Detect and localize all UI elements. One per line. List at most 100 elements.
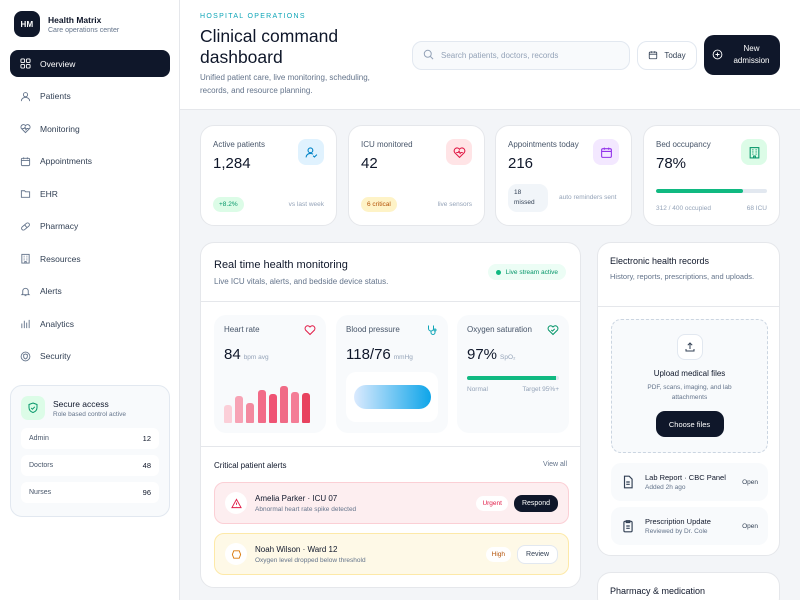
- vital-label: Heart rate: [224, 325, 260, 334]
- sidebar-item-overview[interactable]: Overview: [10, 50, 170, 77]
- heart-check-icon: [547, 325, 559, 336]
- oxygen-right-label: Target 95%+: [522, 386, 559, 393]
- vital-card-blood-pressure[interactable]: Blood pressure 118/76 mmHg: [336, 315, 448, 433]
- role-row-admin[interactable]: Admin 12: [21, 428, 159, 449]
- stat-card-appointments[interactable]: Appointments today 216 18 missed auto re…: [495, 125, 632, 226]
- sidebar-item-label: Patients: [40, 91, 71, 101]
- open-record-link[interactable]: Open: [742, 478, 758, 486]
- role-name: Doctors: [29, 462, 54, 469]
- role-count: 12: [142, 434, 151, 443]
- alert-row-urgent[interactable]: Amelia Parker · ICU 07 Abnormal heart ra…: [214, 482, 569, 524]
- shield-check-icon: [21, 396, 45, 420]
- sidebar-item-alerts[interactable]: Alerts: [10, 278, 170, 305]
- sidebar-item-label: EHR: [40, 188, 58, 199]
- vital-value: 84: [224, 346, 241, 363]
- role-row-doctors[interactable]: Doctors 48: [21, 455, 159, 476]
- stat-note: auto reminders sent: [559, 194, 617, 201]
- pharmacy-title: Pharmacy & medication: [610, 586, 706, 596]
- vital-label: Oxygen saturation: [467, 325, 532, 334]
- severity-badge: High: [485, 546, 512, 562]
- heart-rate-bar: [268, 394, 277, 423]
- record-name: Lab Report · CBC Panel: [645, 473, 726, 482]
- sidebar-item-label: Overview: [40, 58, 76, 69]
- role-name: Admin: [29, 435, 49, 442]
- ehr-title: Electronic health records: [610, 256, 710, 266]
- stat-value: 42: [361, 155, 378, 172]
- shield-icon: [20, 351, 31, 362]
- search-bar[interactable]: [412, 41, 630, 70]
- view-all-link[interactable]: View all: [543, 461, 567, 468]
- sidebar-item-label: Appointments: [40, 156, 92, 166]
- alert-description: Oxygen level dropped below threshold: [255, 556, 366, 564]
- open-record-link[interactable]: Open: [742, 522, 758, 530]
- stat-pill: 18 missed: [508, 184, 548, 212]
- sidebar: HM Health Matrix Care operations center …: [0, 0, 180, 600]
- role-name: Nurses: [29, 489, 52, 496]
- bar-chart-icon: [20, 318, 31, 329]
- heart-rate-bar: [246, 403, 255, 423]
- live-dot-icon: [495, 269, 501, 275]
- plus-circle-icon: [712, 49, 723, 62]
- heart-rate-bar: [224, 405, 232, 423]
- pharmacy-panel: Pharmacy & medication: [597, 572, 780, 600]
- sidebar-item-ehr[interactable]: EHR: [10, 180, 170, 207]
- stat-note-left: 312 / 400 occupied: [656, 205, 711, 212]
- today-button[interactable]: Today: [637, 41, 697, 70]
- role-count: 48: [142, 461, 151, 470]
- alerts-title: Critical patient alerts: [214, 461, 287, 470]
- record-item[interactable]: Prescription Update Reviewed by Dr. Cole…: [611, 507, 768, 545]
- pill-icon: [20, 221, 31, 232]
- secure-access-subtitle: Role based control active: [53, 410, 126, 418]
- heart-rate-bar: [257, 390, 266, 423]
- calendar-icon: [648, 50, 658, 62]
- new-admission-label: New admission: [733, 44, 770, 65]
- sidebar-item-resources[interactable]: Resources: [10, 245, 170, 272]
- stat-note: 68 ICU: [746, 205, 767, 212]
- brand-logo: HM: [14, 11, 40, 37]
- sidebar-item-pharmacy[interactable]: Pharmacy: [10, 213, 170, 240]
- stat-note: vs last week: [288, 201, 324, 208]
- user-check-icon: [298, 139, 324, 165]
- secure-access-title: Secure access: [53, 398, 109, 409]
- live-label: Live stream active: [505, 268, 558, 276]
- stat-card-icu-monitored[interactable]: ICU monitored 42 6 critical live sensors: [348, 125, 485, 226]
- role-row-nurses[interactable]: Nurses 96: [21, 482, 159, 503]
- search-icon: [423, 47, 434, 65]
- stat-label: Appointments today: [508, 140, 579, 149]
- stat-label: ICU monitored: [361, 140, 413, 149]
- record-item[interactable]: Lab Report · CBC Panel Added 2h ago Open: [611, 463, 768, 501]
- heart-rate-bar: [235, 395, 244, 423]
- page-description: Unified patient care, live monitoring, s…: [200, 73, 370, 95]
- sidebar-item-monitoring[interactable]: Monitoring: [10, 115, 170, 142]
- stat-note: live sensors: [437, 201, 472, 208]
- calendar-icon: [593, 139, 619, 165]
- search-input[interactable]: [441, 51, 621, 60]
- respond-button[interactable]: Respond: [513, 494, 558, 512]
- sidebar-item-appointments[interactable]: Appointments: [10, 148, 170, 175]
- alert-row-high[interactable]: Noah Wilson · Ward 12 Oxygen level dropp…: [214, 533, 569, 575]
- stat-value: 78%: [656, 155, 687, 172]
- new-admission-button[interactable]: New admission: [704, 35, 780, 75]
- ehr-panel: Electronic health records History, repor…: [597, 242, 780, 556]
- divider: [201, 446, 580, 447]
- stat-card-active-patients[interactable]: Active patients 1,284 +8.2% vs last week: [200, 125, 337, 226]
- today-label: Today: [664, 51, 686, 60]
- alert-patient: Noah Wilson · Ward 12: [255, 544, 338, 554]
- stat-card-bed-occupancy[interactable]: Bed occupancy 78% 312 / 400 occupied 68 …: [643, 125, 780, 226]
- record-name: Prescription Update: [645, 517, 711, 526]
- bed-occupancy-fill: [656, 189, 743, 193]
- upload-dropzone[interactable]: Upload medical files PDF, scans, imaging…: [611, 319, 768, 453]
- choose-files-button[interactable]: Choose files: [655, 411, 724, 437]
- heart-icon: [446, 139, 472, 165]
- blood-pressure-gauge: [353, 385, 431, 409]
- alert-circle-icon: [225, 543, 247, 565]
- sidebar-item-security[interactable]: Security: [10, 343, 170, 370]
- review-button[interactable]: Review: [517, 544, 558, 564]
- sidebar-item-label: Monitoring: [40, 123, 80, 134]
- vital-card-oxygen[interactable]: Oxygen saturation 97% SpO₂ Normal Target 9…: [457, 315, 569, 433]
- sidebar-item-analytics[interactable]: Analytics: [10, 310, 170, 337]
- vital-card-heart-rate[interactable]: Heart rate 84 bpm avg: [214, 315, 326, 433]
- sidebar-item-patients[interactable]: Patients: [10, 83, 170, 110]
- vital-unit: SpO₂: [500, 354, 516, 361]
- stat-pill: +8.2%: [213, 197, 244, 212]
